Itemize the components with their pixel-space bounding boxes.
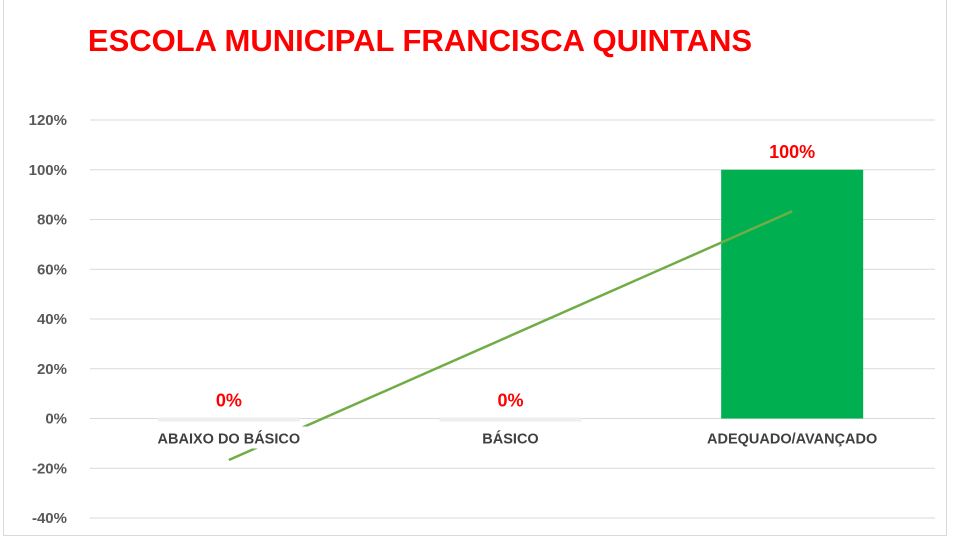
bar-zero-shadow	[439, 417, 582, 422]
y-tick-label: 120%	[29, 112, 67, 129]
trendline	[228, 210, 793, 462]
category-label-bg	[479, 426, 542, 449]
y-tick-label: 40%	[37, 311, 67, 328]
bar	[721, 169, 864, 419]
category-label: ABAIXO DO BÁSICO	[158, 431, 301, 448]
data-label: 100%	[769, 142, 815, 162]
y-tick-label: 100%	[29, 162, 67, 179]
chart-border	[3, 0, 947, 536]
category-label-bg	[703, 426, 881, 449]
y-tick-label: 80%	[37, 212, 67, 229]
y-tick-label: -20%	[32, 460, 67, 477]
y-tick-label: 20%	[37, 361, 67, 378]
y-tick-label: 60%	[37, 261, 67, 278]
y-tick-label: -40%	[32, 510, 67, 527]
category-label-bg	[145, 426, 313, 449]
data-label: 0%	[216, 391, 242, 411]
category-label: BÁSICO	[482, 431, 538, 448]
category-label: ADEQUADO/AVANÇADO	[707, 432, 877, 448]
bar-zero-shadow	[157, 417, 300, 422]
y-tick-label: 0%	[45, 411, 67, 428]
data-label: 0%	[497, 391, 523, 411]
chart-title: ESCOLA MUNICIPAL FRANCISCA QUINTANS	[87, 23, 753, 58]
